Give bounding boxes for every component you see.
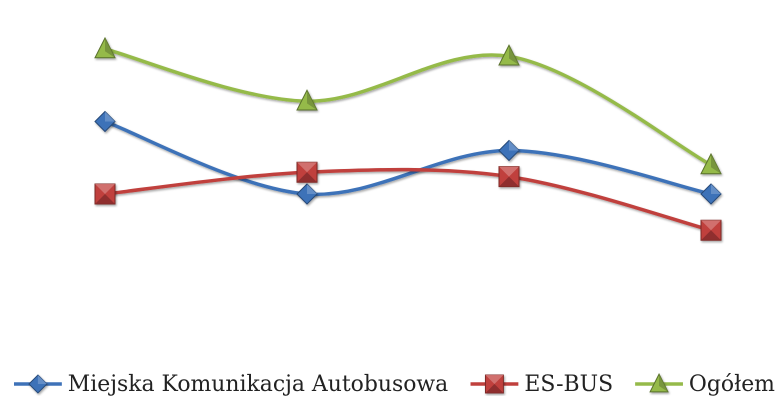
legend-marker-1 [29, 375, 47, 393]
data-point-2-4 [701, 220, 721, 240]
data-point-3-1 [95, 38, 115, 58]
legend-item-1: Miejska Komunikacja Autobusowa [14, 372, 448, 396]
series-line-2 [105, 170, 711, 231]
legend-label-3: Ogółem [689, 372, 775, 396]
legend-label-1: Miejska Komunikacja Autobusowa [68, 372, 448, 396]
legend-item-2: ES-BUS [471, 372, 614, 396]
data-point-1-4 [701, 184, 721, 204]
data-point-3-4 [701, 154, 721, 174]
series-line-3 [105, 49, 711, 165]
data-point-1-3 [499, 141, 519, 161]
legend: Miejska Komunikacja Autobusowa ES-BUS Ogół… [14, 372, 775, 396]
data-point-2-2 [297, 162, 317, 182]
plot-area [95, 38, 721, 240]
legend-label-2: ES-BUS [524, 372, 613, 396]
data-point-1-2 [297, 184, 317, 204]
legend-marker-2 [485, 375, 503, 393]
data-point-2-3 [499, 167, 519, 187]
data-point-1-1 [95, 112, 115, 132]
data-point-2-1 [95, 184, 115, 204]
legend-item-3: Ogółem [635, 372, 775, 396]
